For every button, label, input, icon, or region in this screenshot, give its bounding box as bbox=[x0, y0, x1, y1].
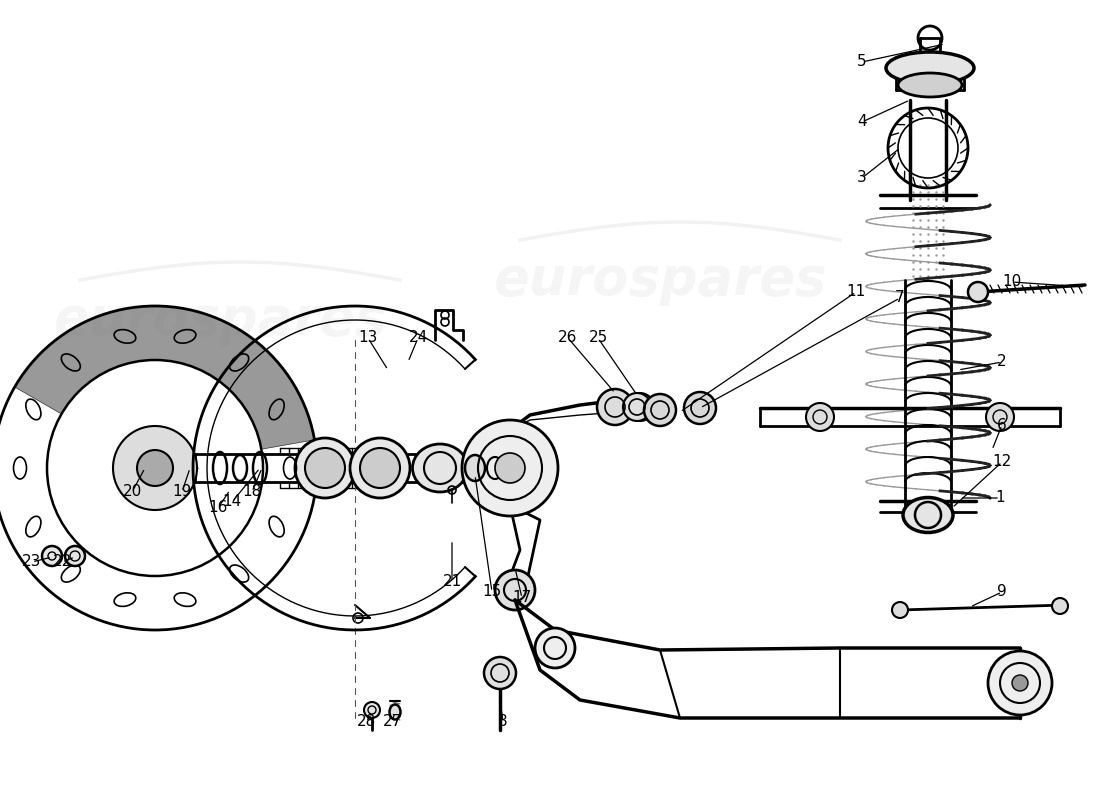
Circle shape bbox=[1012, 675, 1028, 691]
Circle shape bbox=[623, 393, 651, 421]
Text: 11: 11 bbox=[846, 285, 866, 299]
Circle shape bbox=[462, 420, 558, 516]
Circle shape bbox=[350, 438, 410, 498]
Text: 28: 28 bbox=[356, 714, 375, 730]
Circle shape bbox=[644, 394, 676, 426]
Ellipse shape bbox=[886, 52, 974, 84]
Circle shape bbox=[535, 628, 575, 668]
Circle shape bbox=[360, 448, 400, 488]
Text: eurospares: eurospares bbox=[493, 254, 827, 306]
Text: 21: 21 bbox=[442, 574, 462, 590]
Circle shape bbox=[484, 657, 516, 689]
Text: 7: 7 bbox=[895, 290, 905, 306]
Text: 4: 4 bbox=[857, 114, 867, 130]
Ellipse shape bbox=[903, 498, 953, 533]
Text: 9: 9 bbox=[997, 585, 1006, 599]
Ellipse shape bbox=[465, 455, 485, 481]
Text: 2: 2 bbox=[998, 354, 1006, 370]
Circle shape bbox=[495, 453, 525, 483]
Text: 18: 18 bbox=[242, 485, 262, 499]
Text: 25: 25 bbox=[588, 330, 607, 346]
Text: 5: 5 bbox=[857, 54, 867, 70]
Text: 19: 19 bbox=[173, 485, 191, 499]
Text: 23: 23 bbox=[22, 554, 42, 570]
Text: 1: 1 bbox=[996, 490, 1004, 506]
Ellipse shape bbox=[389, 705, 400, 719]
Text: 20: 20 bbox=[122, 485, 142, 499]
Ellipse shape bbox=[412, 444, 468, 492]
Circle shape bbox=[626, 393, 654, 421]
Text: 17: 17 bbox=[513, 590, 531, 606]
Text: 15: 15 bbox=[483, 585, 502, 599]
Text: 6: 6 bbox=[997, 418, 1006, 433]
Text: 22: 22 bbox=[53, 554, 72, 570]
Circle shape bbox=[968, 282, 988, 302]
Circle shape bbox=[305, 448, 345, 488]
Text: 8: 8 bbox=[498, 714, 508, 730]
Text: 14: 14 bbox=[222, 494, 242, 510]
Text: 16: 16 bbox=[208, 501, 228, 515]
Circle shape bbox=[986, 403, 1014, 431]
Text: 3: 3 bbox=[857, 170, 867, 186]
Circle shape bbox=[597, 389, 632, 425]
Ellipse shape bbox=[898, 73, 962, 97]
Circle shape bbox=[684, 392, 716, 424]
Circle shape bbox=[113, 426, 197, 510]
Text: 12: 12 bbox=[992, 454, 1012, 470]
Circle shape bbox=[364, 702, 380, 718]
Text: 13: 13 bbox=[359, 330, 377, 346]
Text: 27: 27 bbox=[383, 714, 402, 730]
Text: eurospares: eurospares bbox=[53, 294, 387, 346]
Circle shape bbox=[1052, 598, 1068, 614]
Circle shape bbox=[65, 546, 85, 566]
Circle shape bbox=[295, 438, 355, 498]
Circle shape bbox=[42, 546, 62, 566]
Text: 10: 10 bbox=[1002, 274, 1022, 290]
Circle shape bbox=[138, 450, 173, 486]
Circle shape bbox=[806, 403, 834, 431]
Text: 26: 26 bbox=[559, 330, 578, 346]
Circle shape bbox=[495, 570, 535, 610]
Polygon shape bbox=[14, 306, 315, 450]
Circle shape bbox=[892, 602, 907, 618]
Text: 24: 24 bbox=[408, 330, 428, 346]
Circle shape bbox=[988, 651, 1052, 715]
